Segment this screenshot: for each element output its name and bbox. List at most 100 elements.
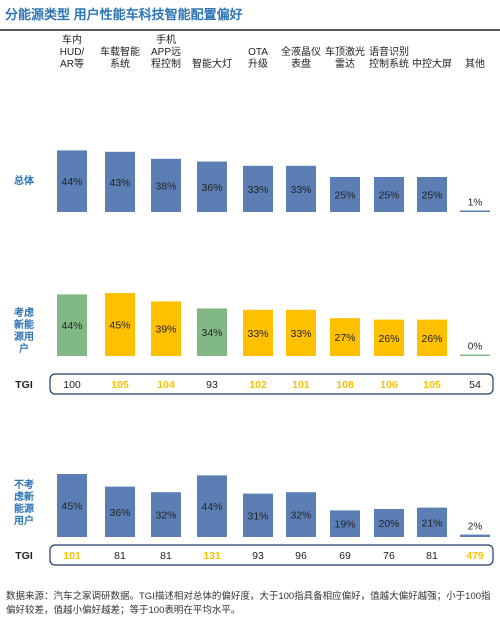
data-label-series3-1: 45% <box>61 501 82 513</box>
bar-series1-2 <box>105 151 135 212</box>
bar-series2-8 <box>374 319 404 356</box>
series-label-3-line-3: 能源 <box>14 502 34 515</box>
bar-series2-5 <box>243 309 273 356</box>
data-label-series2-1: 44% <box>61 320 82 332</box>
bar-series3-3 <box>151 492 181 537</box>
category-label-5-line-1: OTA <box>248 47 268 58</box>
data-label-series1-6: 33% <box>290 184 311 196</box>
tgi-value-series3-5: 93 <box>252 550 264 562</box>
data-label-series2-7: 27% <box>334 332 355 344</box>
data-label-series3-9: 21% <box>421 517 442 529</box>
tgi-value-series2-6: 101 <box>292 379 310 391</box>
bar-series1-1 <box>57 150 87 212</box>
tgi-box-series2 <box>49 373 494 395</box>
bar-series3-6 <box>286 492 316 537</box>
data-label-series3-8: 20% <box>378 518 399 530</box>
series-label-3-line-4: 用户 <box>13 514 34 527</box>
series-label-1-line-1: 总体 <box>14 174 35 187</box>
tgi-value-series2-9: 105 <box>423 379 441 391</box>
data-label-series2-10: 0% <box>468 342 483 353</box>
data-label-series1-7: 25% <box>334 190 355 202</box>
category-label-7-line-1: 车顶激光 <box>325 45 365 58</box>
tgi-value-series2-7: 108 <box>336 379 354 391</box>
category-label-5-line-2: 升级 <box>248 58 268 70</box>
bar-series2-6 <box>286 309 316 356</box>
data-label-series1-10: 1% <box>468 198 483 209</box>
bar-series3-8 <box>374 509 404 537</box>
data-label-series1-8: 25% <box>378 190 399 202</box>
series-label-3-line-1: 不考 <box>14 478 34 491</box>
data-label-series3-10: 2% <box>468 522 483 533</box>
bar-series3-1 <box>57 474 87 537</box>
data-label-series1-5: 33% <box>247 184 268 196</box>
bar-series3-5 <box>243 493 273 537</box>
bar-series3-2 <box>105 486 135 537</box>
data-label-series2-2: 45% <box>109 320 130 332</box>
data-label-series1-4: 36% <box>201 182 222 194</box>
chart-title: 分能源类型 用户性能车科技智能配置偏好 <box>5 7 243 22</box>
footnote: 数据来源：汽车之家调研数据。TGI描述相对总体的偏好度，大于100指具备相应偏好… <box>6 591 491 616</box>
tgi-label-series3: TGI <box>15 550 33 562</box>
series-label-2-line-4: 户 <box>18 342 29 355</box>
tgi-value-series3-7: 69 <box>339 550 351 562</box>
bar-series3-9 <box>417 507 447 537</box>
tgi-value-series2-10: 54 <box>469 379 481 391</box>
category-label-10-line-1: 其他 <box>465 57 485 70</box>
category-label-6-line-1: 全液晶仪 <box>281 45 321 58</box>
data-label-series1-9: 25% <box>421 190 442 202</box>
tgi-value-series3-6: 96 <box>295 550 307 562</box>
category-label-1-line-2: HUD/ <box>60 47 85 58</box>
bar-series2-2 <box>105 293 135 356</box>
category-label-2-line-2: 系统 <box>110 57 130 70</box>
data-label-series3-5: 31% <box>247 510 268 522</box>
category-label-7-line-2: 雷达 <box>335 58 355 70</box>
category-label-1-line-3: AR等 <box>60 57 84 70</box>
data-label-series3-7: 19% <box>334 519 355 531</box>
data-label-series3-2: 36% <box>109 507 130 519</box>
data-label-series2-3: 39% <box>155 324 176 336</box>
bar-series1-4 <box>197 161 227 212</box>
tgi-value-series3-8: 76 <box>383 550 395 562</box>
tgi-value-series2-8: 106 <box>380 379 398 391</box>
bar-series3-7 <box>330 510 360 537</box>
tgi-label-series2: TGI <box>15 379 33 391</box>
category-label-6-line-2: 表盘 <box>291 57 311 70</box>
data-label-series2-5: 33% <box>247 328 268 340</box>
data-label-series3-6: 32% <box>290 510 311 522</box>
bar-series2-9 <box>417 319 447 356</box>
tgi-box-series3 <box>49 544 494 566</box>
bar-series3-10 <box>460 534 490 537</box>
category-label-2-line-1: 车载智能 <box>100 45 140 58</box>
tgi-value-series2-4: 93 <box>206 379 218 391</box>
series-label-3-line-2: 虑新 <box>14 490 34 503</box>
bar-series1-3 <box>151 158 181 212</box>
bar-series2-10 <box>460 354 490 356</box>
bar-series2-4 <box>197 308 227 356</box>
bar-series1-8 <box>374 177 404 212</box>
data-label-series1-1: 44% <box>61 176 82 188</box>
bar-series1-10 <box>460 210 490 212</box>
tgi-value-series3-10: 479 <box>466 550 484 562</box>
tgi-value-series2-3: 104 <box>157 379 175 391</box>
data-label-series1-3: 38% <box>155 180 176 192</box>
data-label-series1-2: 43% <box>109 177 130 189</box>
category-label-3-line-1: 手机 <box>156 33 176 46</box>
bar-series1-7 <box>330 177 360 212</box>
category-label-3-line-3: 程控制 <box>151 57 181 70</box>
series-label-2-line-2: 新能 <box>14 318 34 331</box>
tgi-value-series2-2: 105 <box>111 379 129 391</box>
tgi-value-series3-1: 101 <box>63 550 81 562</box>
category-label-3-line-2: APP远 <box>151 46 181 58</box>
bar-series2-3 <box>151 301 181 356</box>
data-label-series2-8: 26% <box>378 333 399 345</box>
tgi-value-series2-5: 102 <box>249 379 267 391</box>
category-label-8-line-2: 控制系统 <box>369 57 409 70</box>
data-label-series2-6: 33% <box>290 328 311 340</box>
bar-series2-1 <box>57 294 87 356</box>
bar-series3-4 <box>197 475 227 537</box>
category-label-8-line-1: 语音识别 <box>369 45 409 58</box>
series-label-2-line-3: 源用 <box>14 330 34 343</box>
category-label-1-line-1: 车内 <box>62 33 82 46</box>
